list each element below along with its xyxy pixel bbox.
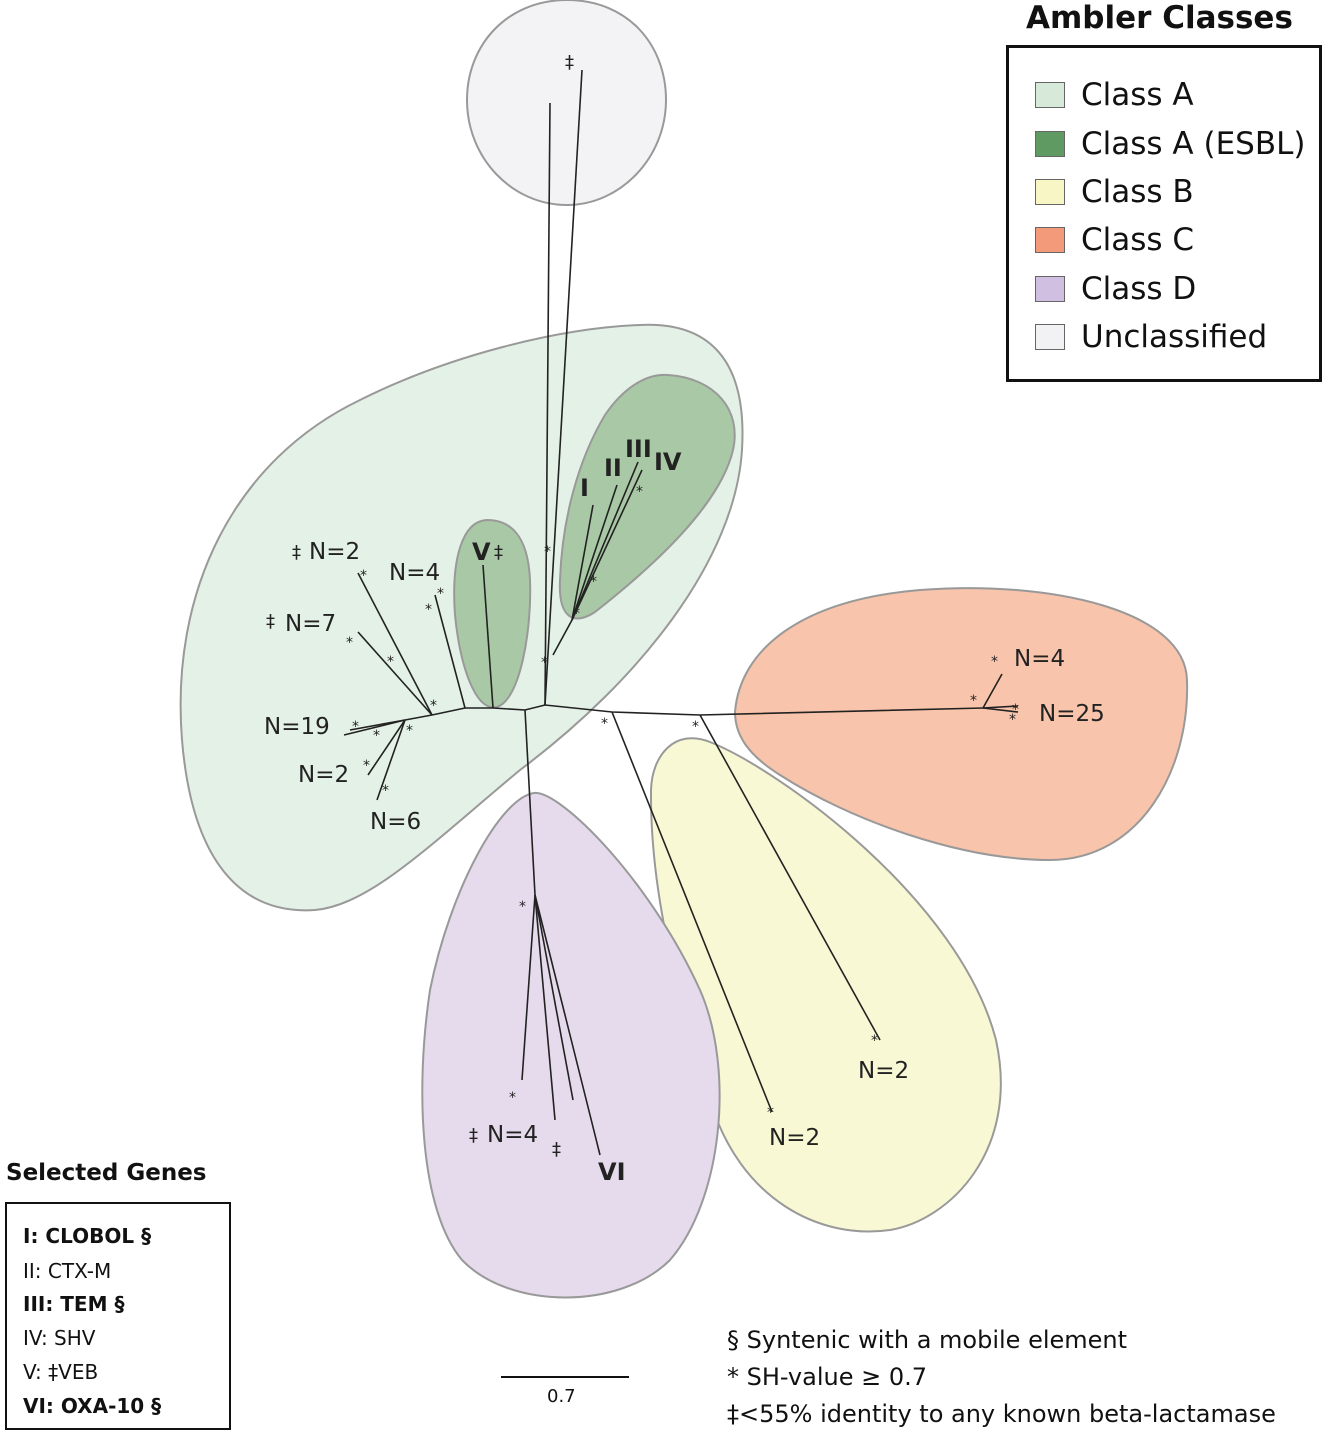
gene-item: II: CTX-M xyxy=(23,1259,112,1283)
dagger-marker: ‡ xyxy=(292,542,301,563)
footnotes: § Syntenic with a mobile element * SH-va… xyxy=(727,1322,1276,1433)
sh-marker: * xyxy=(406,723,413,739)
dagger-marker: ‡ xyxy=(266,611,275,632)
legend-swatch xyxy=(1035,276,1065,302)
leaf-label: N=19 xyxy=(264,714,330,740)
gene-marker-III: III xyxy=(625,435,652,463)
legend-label: Class A xyxy=(1081,77,1194,113)
sh-marker: * xyxy=(437,586,444,602)
legend-item-class-a-esbl: Class A (ESBL) xyxy=(1035,126,1306,162)
sh-marker: * xyxy=(1012,702,1019,718)
legend-item-class-b: Class B xyxy=(1035,174,1194,210)
legend: Class A Class A (ESBL) Class B Class C C… xyxy=(1006,45,1322,382)
sh-marker: * xyxy=(360,568,367,584)
sh-marker: * xyxy=(970,693,977,709)
leaf-label: N=4 xyxy=(487,1122,538,1148)
gene-item: V: ‡VEB xyxy=(23,1360,99,1384)
dagger-marker: ‡ xyxy=(565,52,574,73)
leaf-label: N=6 xyxy=(370,809,421,835)
sh-marker: * xyxy=(767,1105,774,1121)
sh-marker: * xyxy=(519,899,526,915)
region-class-d xyxy=(421,791,721,1299)
support-markers: * * * * * * * * * * * * * * * * * * * * … xyxy=(346,484,1019,1121)
gene-item: VI: OXA-10 § xyxy=(23,1394,162,1418)
gene-marker-V: V xyxy=(472,538,491,566)
legend-label: Class C xyxy=(1081,222,1195,258)
region-class-a-esbl-small xyxy=(453,518,532,709)
sh-marker: * xyxy=(346,635,353,651)
region-unclassified xyxy=(465,0,668,207)
leaf-label: N=2 xyxy=(858,1058,909,1084)
legend-swatch xyxy=(1035,82,1065,108)
dagger-marker: ‡ xyxy=(494,542,503,563)
legend-swatch xyxy=(1035,179,1065,205)
sh-marker: * xyxy=(425,602,432,618)
legend-label: Class A (ESBL) xyxy=(1081,126,1306,162)
sh-marker: * xyxy=(387,654,394,670)
sh-marker: * xyxy=(509,1090,516,1106)
scale-bar xyxy=(501,1376,629,1378)
sh-marker: * xyxy=(601,716,608,732)
selected-genes-box: I: CLOBOL § II: CTX-M III: TEM § IV: SHV… xyxy=(5,1202,231,1430)
footnote-mobile-element: § Syntenic with a mobile element xyxy=(727,1326,1128,1354)
legend-swatch xyxy=(1035,324,1065,350)
legend-item-class-c: Class C xyxy=(1035,222,1195,258)
leaf-label: N=2 xyxy=(298,762,349,788)
legend-swatch xyxy=(1035,131,1065,157)
sh-marker: * xyxy=(382,783,389,799)
gene-marker-IV: IV xyxy=(654,448,682,476)
sh-marker: * xyxy=(363,758,370,774)
tree-branches xyxy=(343,69,1019,1156)
gene-item: IV: SHV xyxy=(23,1326,96,1350)
dagger-marker: ‡ xyxy=(552,1139,561,1160)
footnote-sh-value: * SH-value ≥ 0.7 xyxy=(727,1363,928,1391)
sh-marker: * xyxy=(544,544,551,560)
sh-marker: * xyxy=(373,728,380,744)
legend-label: Class B xyxy=(1081,174,1194,210)
gene-marker-I: I xyxy=(580,474,589,502)
sh-marker: * xyxy=(1009,712,1016,728)
sh-marker: * xyxy=(352,719,359,735)
footnote-identity: ‡<55% identity to any known beta-lactama… xyxy=(727,1400,1276,1428)
leaf-label: N=25 xyxy=(1039,701,1105,727)
sh-marker: * xyxy=(636,484,643,500)
leaf-label: N=7 xyxy=(285,611,336,637)
dagger-marker: ‡ xyxy=(469,1125,478,1146)
sh-marker: * xyxy=(430,698,437,714)
legend-item-class-d: Class D xyxy=(1035,271,1197,307)
region-class-a-esbl-large xyxy=(558,373,736,620)
sh-marker: * xyxy=(692,719,699,735)
legend-label: Unclassified xyxy=(1081,319,1268,355)
gene-item: III: TEM § xyxy=(23,1292,125,1316)
leaf-label: N=4 xyxy=(1014,646,1065,672)
gene-marker-II: II xyxy=(604,454,622,482)
sh-marker: * xyxy=(991,654,998,670)
legend-item-class-a: Class A xyxy=(1035,77,1194,113)
region-class-b xyxy=(649,737,1002,1233)
legend-label: Class D xyxy=(1081,271,1197,307)
leaf-label: N=2 xyxy=(309,539,360,565)
leaf-label: N=2 xyxy=(769,1125,820,1151)
legend-swatch xyxy=(1035,227,1065,253)
legend-title: Ambler Classes xyxy=(1026,0,1293,36)
sh-marker: * xyxy=(871,1033,878,1049)
scale-bar-label: 0.7 xyxy=(547,1386,576,1407)
sh-marker: * xyxy=(590,574,597,590)
sh-marker: * xyxy=(541,655,548,671)
gene-marker-VI: VI xyxy=(598,1158,626,1186)
region-class-c xyxy=(733,587,1189,862)
gene-item: I: CLOBOL § xyxy=(23,1224,152,1248)
selected-genes-title: Selected Genes xyxy=(6,1160,207,1186)
leaf-label: N=4 xyxy=(389,560,440,586)
sh-marker: * xyxy=(573,606,580,622)
legend-item-unclassified: Unclassified xyxy=(1035,319,1268,355)
